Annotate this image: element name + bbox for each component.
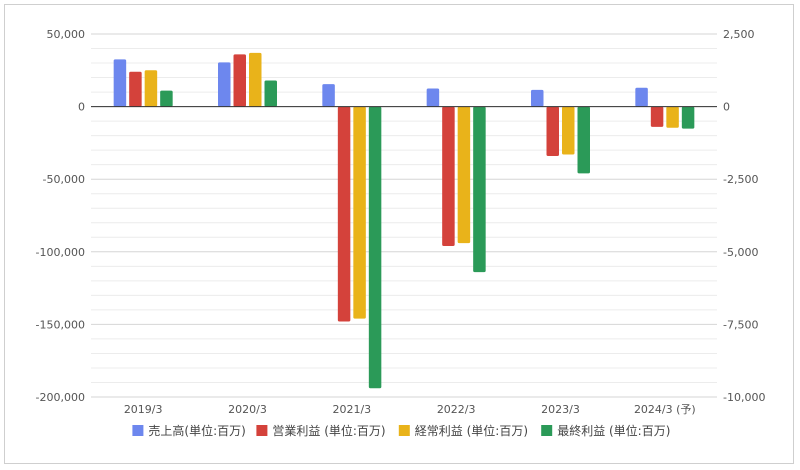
legend-swatch [541,425,553,436]
y-left-tick-label: -100,000 [36,246,85,259]
bar [353,106,366,319]
bar [322,84,335,107]
x-tick-label: 2019/3 [124,403,163,416]
y-right-tick-label: 0 [723,101,730,114]
y-left-tick-label: 50,000 [47,28,86,41]
bar [531,89,544,107]
x-tick-label: 2024/3 (予) [634,403,696,416]
bar [473,106,486,273]
bar [457,106,471,244]
legend-swatch [256,425,268,436]
legend-swatch [398,425,410,436]
x-tick-label: 2023/3 [541,403,580,416]
y-right-tick-label: -10,000 [723,391,765,404]
x-tick-label: 2022/3 [437,403,476,416]
y-right-tick-label: -7,500 [723,318,758,331]
bar [144,70,158,107]
bar [577,106,590,174]
y-left-tick-label: -150,000 [36,318,85,331]
bar [233,54,246,107]
legend-swatch [132,425,144,436]
bar [264,80,277,107]
bar [635,87,648,107]
bar [113,59,127,107]
bar [160,90,173,107]
bar [650,106,664,127]
legend-label: 売上高(単位:百万) [148,423,245,438]
bar [426,88,440,107]
y-left-tick-label: 0 [78,101,85,114]
y-left-tick-label: -200,000 [36,391,85,404]
y-right-tick-label: 2,500 [723,28,755,41]
bar [666,106,679,128]
bar [368,106,382,389]
bar [442,106,455,246]
x-tick-label: 2020/3 [228,403,267,416]
legend-label: 営業利益 (単位:百万) [272,423,385,438]
bar [249,52,262,107]
x-tick-label: 2021/3 [332,403,371,416]
bar [129,71,142,107]
legend-label: 最終利益 (単位:百万) [557,423,670,438]
y-left-tick-label: -50,000 [43,173,85,186]
bar-chart: 50,000 0 -50,000 -100,000 -150,000 -200,000 2,… [36,28,766,438]
y-right-tick-label: -2,500 [723,173,758,186]
bar [681,106,695,129]
bar [546,106,559,156]
bar [337,106,351,322]
legend-label: 経常利益 (単位:百万) [415,423,528,438]
bar [218,62,231,107]
y-right-tick-label: -5,000 [723,246,758,259]
chart-frame: 50,000 0 -50,000 -100,000 -150,000 -200,000 2,… [4,4,794,464]
bar [562,106,575,155]
